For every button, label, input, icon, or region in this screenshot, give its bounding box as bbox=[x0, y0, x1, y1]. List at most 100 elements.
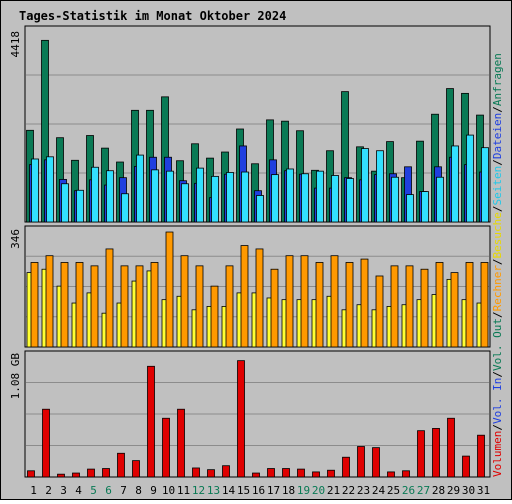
bar-rechner bbox=[135, 265, 144, 348]
bar-rechner bbox=[270, 268, 279, 348]
bar-seiten bbox=[166, 170, 174, 223]
day-label: 3 bbox=[60, 484, 67, 497]
bar-volumen bbox=[432, 428, 440, 478]
bar-rechner bbox=[105, 248, 114, 348]
bar-seiten bbox=[331, 175, 339, 223]
bar-seiten bbox=[421, 191, 429, 223]
legend-sep-5: / bbox=[491, 205, 504, 212]
legend-sep-4: / bbox=[491, 258, 504, 265]
bar-volumen bbox=[192, 467, 200, 478]
bar-rechner bbox=[75, 262, 84, 348]
day-label: 23 bbox=[357, 484, 370, 497]
legend-right: Volumen/Vol. In/Vol. Out/Rechner/Besuche… bbox=[491, 53, 504, 477]
bar-rechner bbox=[375, 275, 384, 348]
day-label: 6 bbox=[105, 484, 112, 497]
bar-volumen bbox=[42, 408, 50, 478]
bar-rechner bbox=[480, 262, 489, 348]
bar-rechner bbox=[60, 262, 69, 348]
bar-rechner bbox=[240, 245, 249, 348]
bar-rechner bbox=[405, 265, 414, 348]
bar-seiten bbox=[196, 167, 204, 223]
bar-rechner bbox=[30, 262, 39, 348]
bar-seiten bbox=[31, 158, 39, 223]
day-label: 4 bbox=[75, 484, 82, 497]
legend-sep-3: / bbox=[491, 311, 504, 318]
day-label: 25 bbox=[387, 484, 400, 497]
bar-seiten bbox=[301, 173, 309, 223]
bar-volumen bbox=[477, 434, 485, 478]
bar-volumen bbox=[357, 446, 365, 478]
bar-volumen bbox=[117, 452, 125, 478]
chart-title: Tages-Statistik im Monat Oktober 2024 bbox=[19, 9, 286, 23]
day-label: 1 bbox=[30, 484, 37, 497]
day-label: 14 bbox=[222, 484, 236, 497]
bar-rechner bbox=[360, 258, 369, 348]
bar-rechner bbox=[225, 265, 234, 348]
visits-max-label: 346 bbox=[9, 229, 22, 249]
bar-rechner bbox=[45, 255, 54, 348]
bar-rechner bbox=[315, 262, 324, 348]
bar-volumen bbox=[267, 468, 275, 478]
bar-volumen bbox=[447, 417, 455, 478]
bar-volumen bbox=[132, 460, 140, 478]
bar-seiten bbox=[211, 175, 219, 223]
bar-seiten bbox=[316, 170, 324, 223]
bar-volumen bbox=[417, 430, 425, 478]
day-label: 7 bbox=[120, 484, 127, 497]
bar-rechner bbox=[120, 265, 129, 348]
legend-sep-7: / bbox=[491, 106, 504, 113]
bar-volumen bbox=[162, 417, 170, 478]
bar-rechner bbox=[300, 255, 309, 348]
day-label: 5 bbox=[90, 484, 97, 497]
bar-seiten bbox=[76, 189, 84, 223]
bar-volumen bbox=[372, 447, 380, 478]
bar-seiten bbox=[136, 154, 144, 223]
bar-volumen bbox=[327, 469, 335, 478]
bar-rechner bbox=[390, 265, 399, 348]
day-label: 9 bbox=[150, 484, 157, 497]
legend-sep-6: / bbox=[491, 159, 504, 166]
legend-rechner: Rechner bbox=[491, 265, 504, 312]
bar-seiten bbox=[106, 170, 114, 223]
bar-volumen bbox=[72, 472, 80, 478]
day-label: 12 bbox=[192, 484, 205, 497]
bar-seiten bbox=[346, 178, 354, 223]
day-label: 17 bbox=[267, 484, 280, 497]
legend-besuche: Besuche bbox=[491, 212, 504, 258]
day-label: 19 bbox=[297, 484, 310, 497]
legend-anfragen: Anfragen bbox=[491, 53, 504, 106]
bar-volumen bbox=[312, 471, 320, 478]
bar-volumen bbox=[462, 455, 470, 478]
bar-rechner bbox=[165, 231, 174, 348]
bar-seiten bbox=[271, 174, 279, 223]
bar-rechner bbox=[90, 265, 99, 348]
bar-seiten bbox=[121, 193, 129, 223]
bar-seiten bbox=[151, 169, 159, 223]
bar-seiten bbox=[481, 147, 489, 223]
bar-rechner bbox=[345, 262, 354, 348]
legend-sep-1: / bbox=[491, 424, 504, 431]
day-label: 27 bbox=[417, 484, 430, 497]
bar-volumen bbox=[207, 469, 215, 478]
bar-rechner bbox=[450, 272, 459, 348]
bar-rechner bbox=[285, 255, 294, 348]
bar-rechner bbox=[180, 255, 189, 348]
day-label: 15 bbox=[237, 484, 250, 497]
legend-vol-out: Vol. Out bbox=[491, 318, 504, 371]
bar-seiten bbox=[406, 194, 414, 223]
day-label: 24 bbox=[372, 484, 386, 497]
bar-seiten bbox=[376, 150, 384, 223]
volume-max-label: 1.08 GB bbox=[9, 353, 22, 400]
day-label: 10 bbox=[162, 484, 175, 497]
day-label: 11 bbox=[177, 484, 190, 497]
day-label: 8 bbox=[135, 484, 142, 497]
day-label: 28 bbox=[432, 484, 445, 497]
bar-seiten bbox=[361, 148, 369, 223]
bar-volumen bbox=[237, 360, 245, 478]
day-label: 31 bbox=[477, 484, 490, 497]
day-label: 16 bbox=[252, 484, 265, 497]
bar-rechner bbox=[255, 248, 264, 348]
bar-volumen bbox=[297, 468, 305, 478]
day-label: 29 bbox=[447, 484, 460, 497]
